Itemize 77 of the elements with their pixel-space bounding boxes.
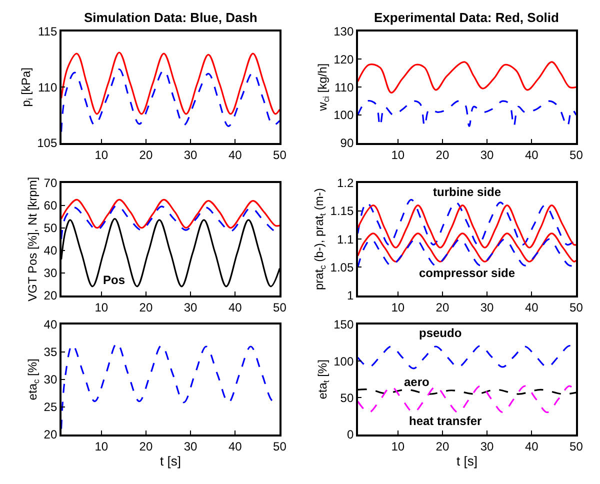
x-tick-label: 20: [139, 439, 153, 454]
x-tick-label: 40: [228, 148, 242, 162]
y-tick-label: 120: [334, 52, 354, 66]
y-tick-label: 70: [44, 176, 58, 190]
y-tick-label: 100: [334, 354, 354, 368]
y-tick-label: 30: [44, 372, 58, 387]
x-tick-label: 10: [94, 148, 108, 162]
x-tick-label: 20: [436, 148, 450, 162]
y-tick-label: 110: [38, 80, 58, 94]
line-series: [358, 100, 576, 127]
x-tick-label: 10: [391, 148, 405, 162]
annotation: turbine side: [433, 185, 502, 199]
x-tick-label: 10: [391, 300, 405, 315]
line-series: [358, 61, 576, 94]
x-tick-label: 30: [184, 300, 198, 315]
y-tick-label: 1.15: [330, 204, 354, 218]
y-tick-label: 110: [334, 80, 354, 94]
x-tick-label: 10: [391, 439, 405, 454]
line-series: [61, 68, 280, 133]
y-tick-label: 1.05: [330, 260, 354, 274]
y-tick-label: 20: [44, 288, 58, 303]
x-axis-title: t [s]: [160, 454, 181, 469]
y-tick-label: 35: [44, 345, 58, 360]
x-tick-label: 50: [570, 148, 584, 162]
x-tick-label: 30: [480, 300, 494, 315]
line-series: [61, 52, 280, 115]
x-tick-label: 30: [184, 148, 198, 162]
x-tick-label: 50: [570, 439, 584, 454]
y-tick-label: 150: [334, 318, 354, 332]
y-tick-label: 60: [44, 198, 58, 212]
y-tick-label: 1.1: [336, 232, 354, 246]
y-tick-label: 30: [44, 266, 58, 280]
x-tick-label: 50: [273, 439, 287, 454]
x-tick-label: 40: [228, 300, 242, 315]
x-tick-label: 40: [524, 148, 539, 162]
x-tick-label: 20: [436, 300, 450, 315]
y-tick-label: 50: [44, 221, 58, 236]
y-tick-label: 90: [340, 136, 354, 150]
x-tick-label: 20: [139, 300, 153, 315]
x-tick-label: 40: [524, 439, 539, 454]
x-tick-label: 10: [94, 300, 108, 315]
y-tick-label: 1: [346, 288, 354, 303]
line-series: [358, 204, 576, 248]
x-tick-label: 50: [570, 300, 584, 315]
x-tick-label: 20: [436, 439, 450, 454]
y-tick-label: 50: [340, 390, 354, 405]
annotation: Pos: [103, 273, 126, 287]
x-tick-label: 50: [273, 300, 287, 315]
y-tick-label: 20: [44, 427, 58, 442]
x-tick-label: 30: [184, 439, 198, 454]
annotation: compressor side: [419, 266, 516, 280]
y-tick-label: 40: [44, 244, 58, 258]
line-series: [358, 198, 576, 246]
annotation: heat transfer: [409, 414, 482, 428]
chart-title: Experimental Data: Red, Solid: [374, 10, 559, 25]
y-tick-label: 100: [334, 108, 354, 122]
line-series: [61, 198, 280, 229]
x-tick-label: 30: [480, 148, 494, 162]
line-series: [358, 232, 576, 262]
x-tick-label: 10: [94, 439, 108, 454]
annotation: aero: [404, 375, 430, 389]
x-tick-label: 40: [228, 439, 242, 454]
x-axis-title: t [s]: [456, 454, 478, 469]
y-axis-title: VGT Pos [%], Nt [krpm]: [26, 176, 40, 302]
y-tick-label: 25: [44, 400, 58, 414]
x-tick-label: 40: [524, 300, 539, 315]
y-tick-label: 130: [334, 24, 354, 38]
y-tick-label: 105: [37, 136, 58, 150]
y-tick-label: 1.2: [336, 176, 354, 190]
x-tick-label: 30: [480, 439, 494, 454]
y-tick-label: 40: [44, 318, 58, 332]
chart-title: Simulation Data: Blue, Dash: [84, 10, 258, 25]
y-tick-label: 0: [346, 427, 354, 442]
annotation: pseudo: [419, 326, 462, 340]
x-tick-label: 50: [273, 148, 287, 162]
y-tick-label: 115: [38, 24, 58, 38]
x-tick-label: 20: [139, 148, 153, 162]
